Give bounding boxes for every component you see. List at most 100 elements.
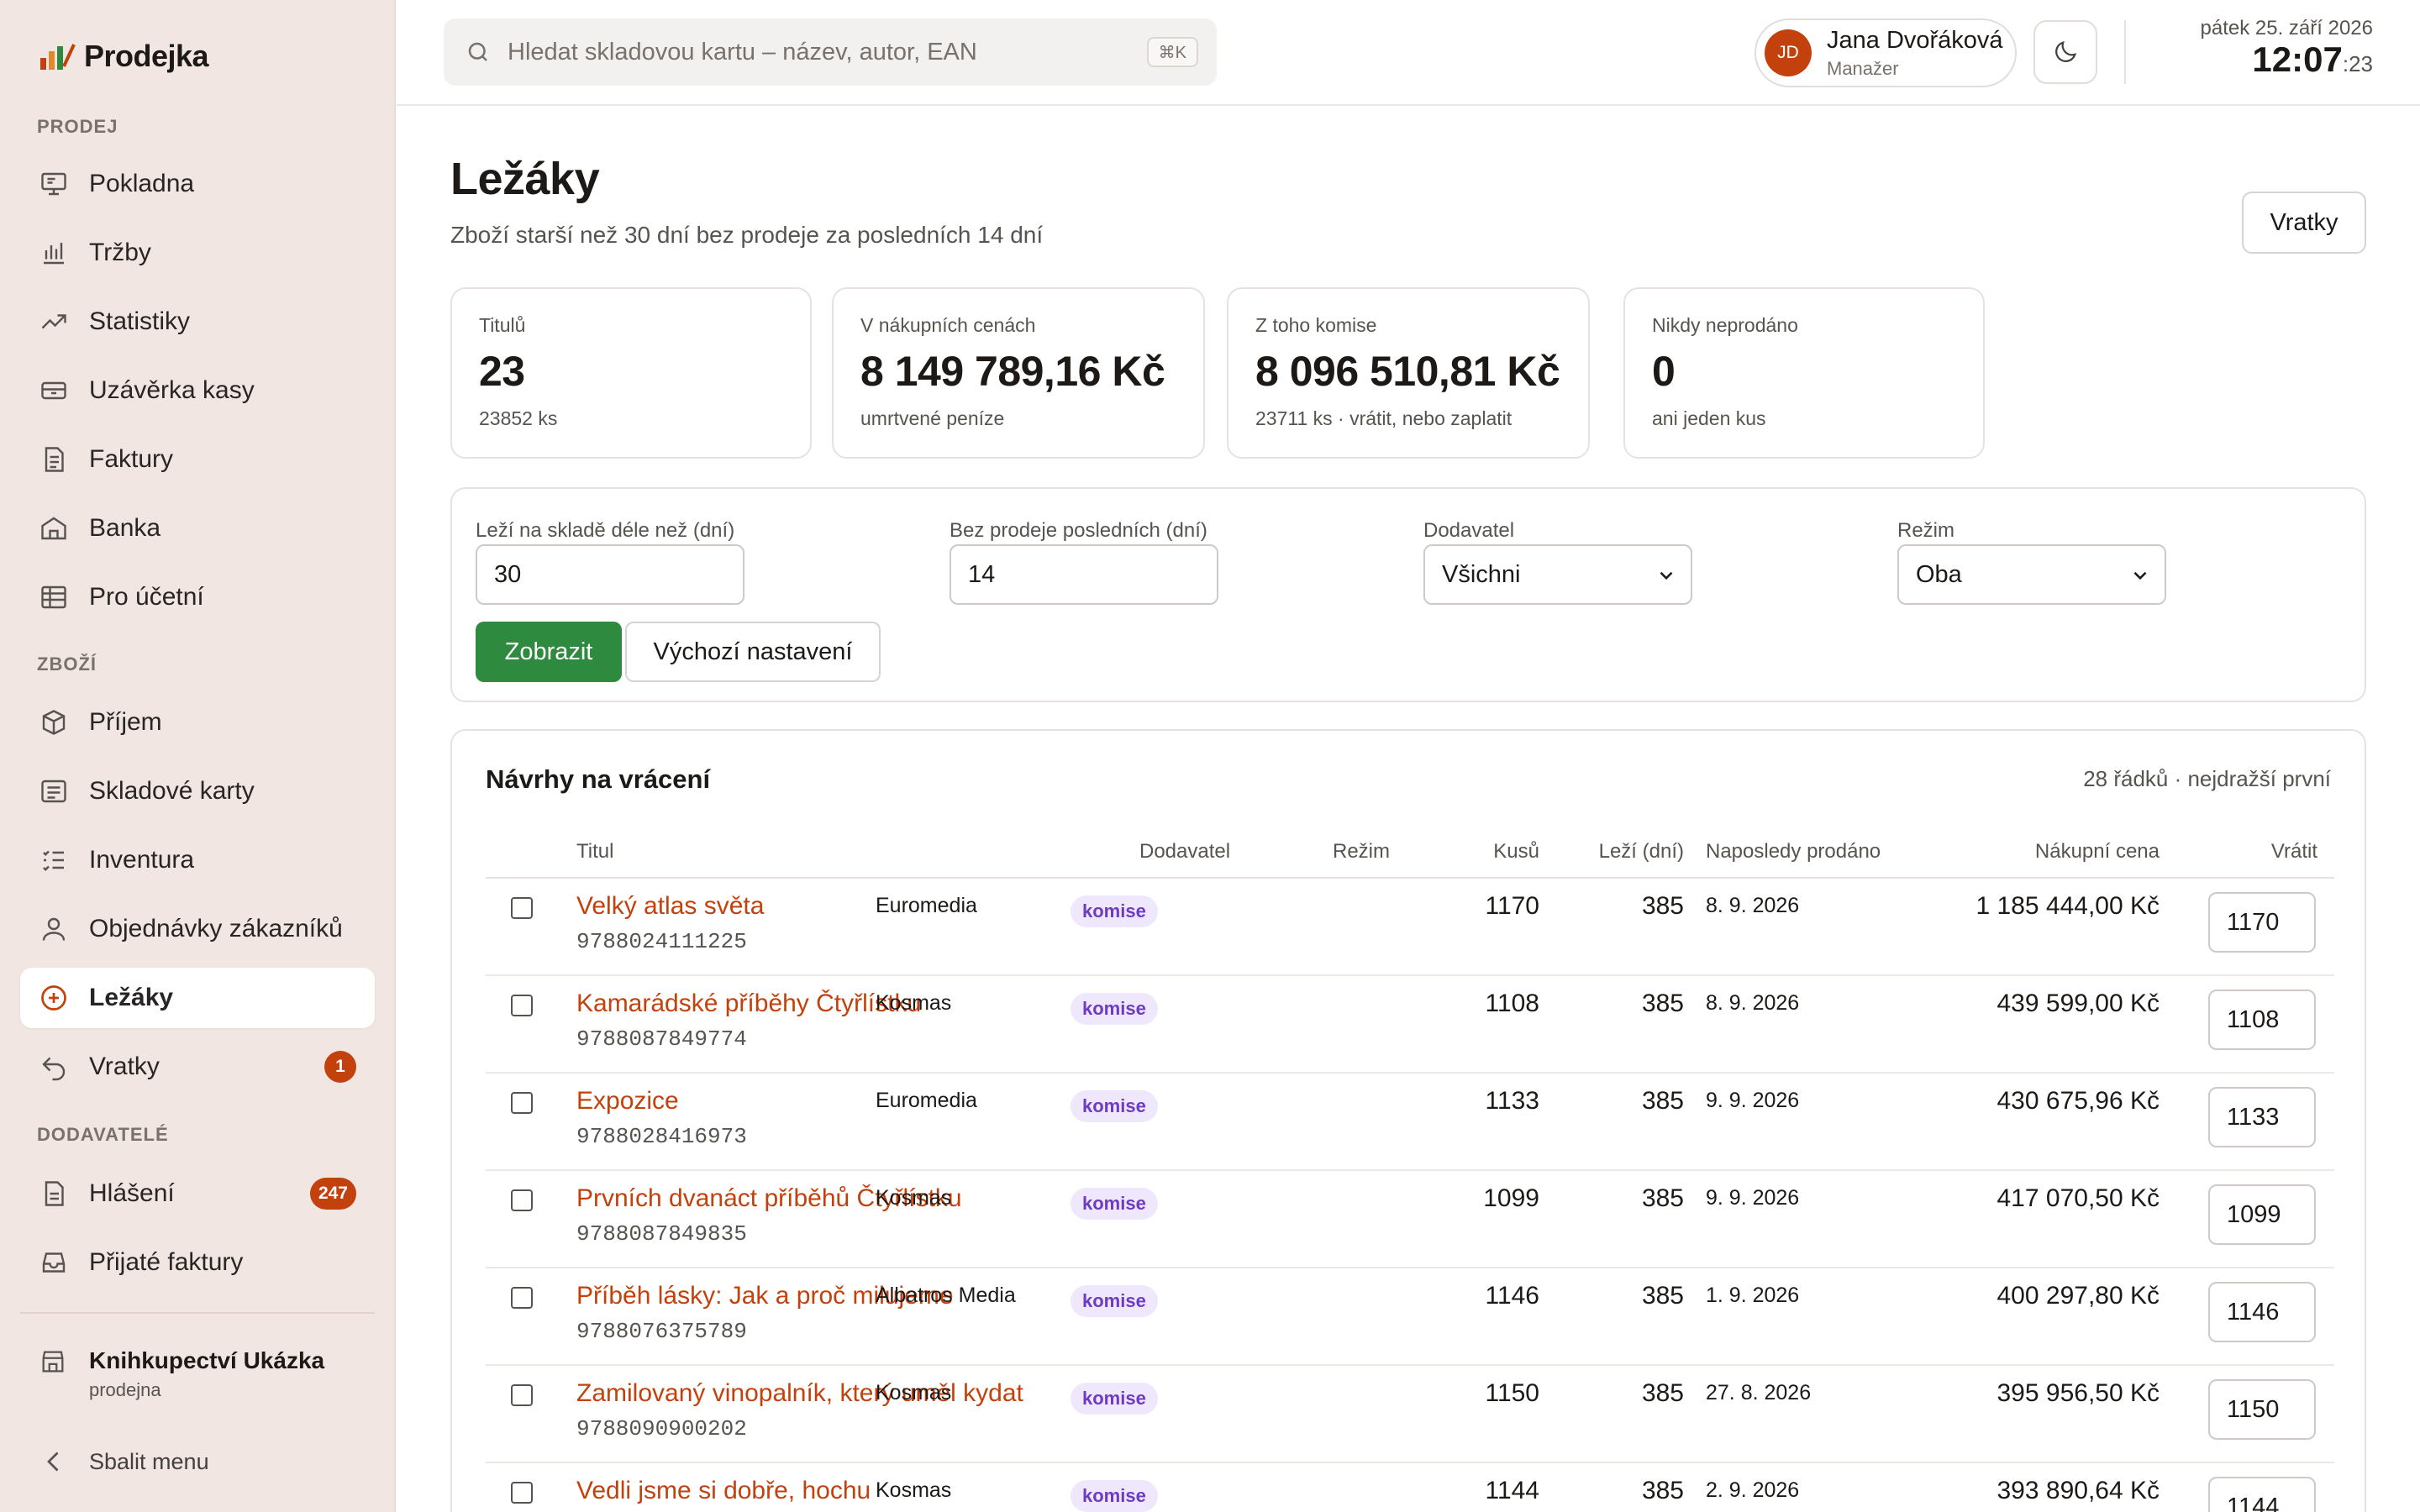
user-menu[interactable]: JD Jana Dvořáková Manažer	[1754, 18, 2017, 87]
row-title-link[interactable]: Zamilovaný vinopalník, který uměl kydat	[576, 1379, 1023, 1407]
row-days: 385	[1641, 1379, 1684, 1407]
sidebar-item-hlaseni[interactable]: Hlášení 247	[20, 1163, 375, 1224]
sidebar-item-label: Inventura	[89, 846, 195, 874]
sidebar-item-trzby[interactable]: Tržby	[20, 223, 375, 283]
row-supplier: Kosmas	[876, 1478, 952, 1502]
row-supplier: Euromedia	[876, 1089, 977, 1112]
returns-button[interactable]: Vratky	[2242, 192, 2366, 254]
stat-sub: ani jeden kus	[1652, 407, 1766, 429]
sidebar-item-label: Přijaté faktury	[89, 1248, 244, 1276]
user-icon	[42, 917, 66, 941]
row-return-qty-input[interactable]: 1099	[2208, 1184, 2316, 1245]
sidebar-item-pro-ucetni[interactable]: Pro účetní	[20, 567, 375, 627]
reset-defaults-button[interactable]: Výchozí nastavení	[625, 622, 881, 682]
sidebar-item-banka[interactable]: Banka	[20, 498, 375, 559]
topbar-separator	[2124, 20, 2126, 84]
section-title-zbozi: ZBOŽÍ	[37, 654, 97, 675]
stat-sub: 23711 ks · vrátit, nebo zaplatit	[1255, 407, 1512, 429]
column-header-supplier[interactable]: Dodavatel	[1139, 840, 1231, 863]
row-price: 1 185 444,00 Kč	[1975, 892, 2160, 920]
row-title-link[interactable]: Expozice	[576, 1087, 679, 1115]
row-qty: 1146	[1485, 1282, 1539, 1310]
row-mode-badge: komise	[1071, 1285, 1158, 1317]
row-mode-badge: komise	[1071, 1188, 1158, 1220]
row-checkbox[interactable]	[511, 1482, 533, 1504]
row-return-qty: 1144	[2227, 1493, 2280, 1512]
row-return-qty-input[interactable]: 1108	[2208, 990, 2316, 1050]
sidebar-item-lezaky[interactable]: Ležáky	[20, 968, 375, 1028]
row-qty: 1133	[1485, 1087, 1539, 1115]
row-checkbox[interactable]	[511, 1092, 533, 1114]
column-header-title[interactable]: Titul	[576, 840, 614, 863]
row-return-qty-input[interactable]: 1133	[2208, 1087, 2316, 1147]
row-return-qty-input[interactable]: 1150	[2208, 1379, 2316, 1440]
sidebar-item-inventura[interactable]: Inventura	[20, 830, 375, 890]
column-header-qty[interactable]: Kusů	[1493, 840, 1539, 863]
row-title-link[interactable]: Velký atlas světa	[576, 892, 765, 920]
column-header-mode[interactable]: Režim	[1333, 840, 1391, 863]
clock: pátek 25. září 2026 12:07:23	[2201, 17, 2373, 79]
sidebar-item-objednavky[interactable]: Objednávky zákazníků	[20, 899, 375, 959]
row-price: 439 599,00 Kč	[1996, 990, 2160, 1017]
theme-toggle-button[interactable]	[2033, 20, 2097, 84]
row-days: 385	[1641, 1477, 1684, 1504]
chevron-left-icon	[47, 1452, 59, 1472]
store-switcher[interactable]: Knihkupectví Ukázka prodejna	[39, 1347, 324, 1401]
collapse-menu-label: Sbalit menu	[89, 1448, 209, 1474]
row-return-qty-input[interactable]: 1144	[2208, 1477, 2316, 1512]
current-time: 12:07:23	[2201, 39, 2373, 79]
row-return-qty-input[interactable]: 1146	[2208, 1282, 2316, 1342]
box-icon	[42, 710, 66, 735]
show-button[interactable]: Zobrazit	[476, 622, 622, 682]
row-return-qty-input[interactable]: 1170	[2208, 892, 2316, 953]
no-sale-input[interactable]: 14	[950, 544, 1218, 605]
row-ean: 9788076375789	[576, 1319, 747, 1344]
row-checkbox[interactable]	[511, 897, 533, 919]
row-title-link[interactable]: Kamarádské příběhy Čtyřlístku	[576, 990, 922, 1017]
sidebar-item-skladove-karty[interactable]: Skladové karty	[20, 761, 375, 822]
collapse-menu-button[interactable]: Sbalit menu	[20, 1431, 375, 1492]
stat-value: 0	[1652, 348, 1676, 395]
topbar: Hledat skladovou kartu – název, autor, E…	[397, 0, 2420, 106]
vratky-count-badge: 1	[324, 1051, 356, 1083]
row-title-link[interactable]: Příběh lásky: Jak a proč milujeme	[576, 1282, 954, 1310]
sidebar-item-pokladna[interactable]: Pokladna	[20, 154, 375, 214]
sidebar-item-prijate-faktury[interactable]: Přijaté faktury	[20, 1232, 375, 1293]
table-row: Vedli jsme si dobře, hochu Kosmas komise 11…	[486, 1463, 2334, 1512]
row-title-link[interactable]: Vedli jsme si dobře, hochu	[576, 1477, 871, 1504]
row-price: 395 956,50 Kč	[1996, 1379, 2160, 1407]
table-row: Velký atlas světa 9788024111225 Euromedia k…	[486, 879, 2334, 976]
sidebar-item-prijem[interactable]: Příjem	[20, 692, 375, 753]
row-checkbox[interactable]	[511, 1287, 533, 1309]
column-header-days[interactable]: Leží (dní)	[1598, 840, 1684, 863]
older-than-input[interactable]: 30	[476, 544, 744, 605]
mode-select[interactable]: Oba	[1897, 544, 2166, 605]
stat-value: 8 149 789,16 Kč	[860, 348, 1165, 395]
sidebar-item-statistiky[interactable]: Statistiky	[20, 291, 375, 352]
sidebar-item-label: Ležáky	[89, 984, 174, 1011]
sidebar-item-vratky[interactable]: Vratky 1	[20, 1037, 375, 1097]
column-header-price[interactable]: Nákupní cena	[2034, 840, 2160, 863]
row-last-sold: 9. 9. 2026	[1706, 1186, 1800, 1210]
supplier-select[interactable]: Všichni	[1423, 544, 1692, 605]
app-logo[interactable]: Prodejka	[39, 39, 209, 74]
row-title-link[interactable]: Prvních dvanáct příběhů Čtyřlístku	[576, 1184, 962, 1212]
row-last-sold: 27. 8. 2026	[1706, 1381, 1812, 1404]
row-mode-badge: komise	[1071, 993, 1158, 1025]
search-input[interactable]: Hledat skladovou kartu – název, autor, E…	[444, 18, 1217, 86]
filters-panel: Leží na skladě déle než (dní) 30 Bez pro…	[450, 487, 2366, 702]
row-supplier: Kosmas	[876, 1381, 952, 1404]
sidebar-item-uzaverka-kasy[interactable]: Uzávěrka kasy	[20, 360, 375, 421]
supplier-selected: Všichni	[1442, 560, 1521, 588]
row-checkbox[interactable]	[511, 1189, 533, 1211]
column-header-last-sold[interactable]: Naposledy prodáno	[1706, 840, 1881, 863]
store-name: Knihkupectví Ukázka	[89, 1347, 325, 1373]
row-checkbox[interactable]	[511, 1384, 533, 1406]
sidebar-item-faktury[interactable]: Faktury	[20, 429, 375, 490]
row-qty: 1144	[1485, 1477, 1539, 1504]
sidebar-item-label: Příjem	[89, 708, 162, 736]
stat-sub: umrtvené peníze	[860, 407, 1005, 429]
no-sale-label: Bez prodeje posledních (dní)	[950, 519, 1207, 542]
row-checkbox[interactable]	[511, 995, 533, 1016]
sidebar-item-label: Uzávěrka kasy	[89, 376, 255, 404]
